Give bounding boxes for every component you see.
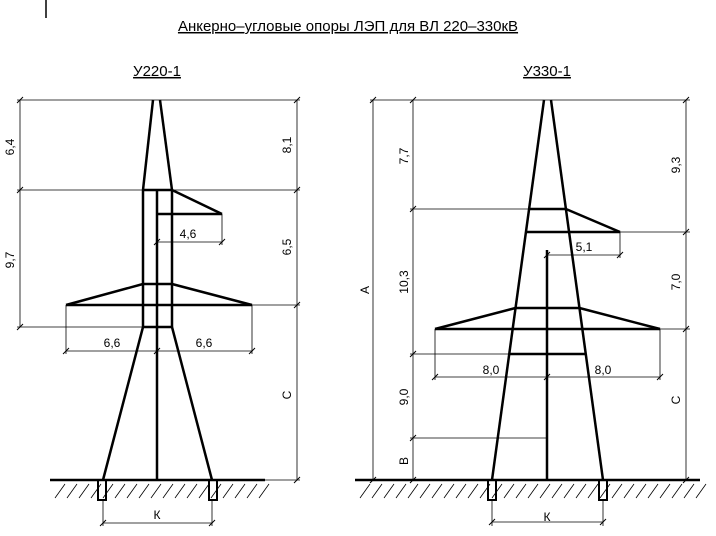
member	[170, 326, 214, 481]
hatch	[455, 483, 467, 499]
hatch	[611, 483, 623, 499]
dim-label: 8,1	[280, 136, 294, 153]
hatch	[551, 483, 563, 499]
member	[579, 306, 661, 331]
hatch	[395, 483, 407, 499]
member	[434, 306, 516, 331]
hatch	[138, 483, 150, 499]
dim-label: 9,3	[669, 156, 683, 173]
hatch	[371, 483, 383, 499]
hatch	[683, 483, 695, 499]
hatch	[234, 483, 246, 499]
hatch	[383, 483, 395, 499]
hatch	[66, 483, 78, 499]
dim-label: C	[669, 395, 683, 404]
dim-label: A	[358, 286, 372, 294]
tower-label: У220-1	[133, 63, 181, 80]
hatch	[515, 483, 527, 499]
hatch	[102, 483, 114, 499]
hatch	[635, 483, 647, 499]
member	[65, 282, 144, 307]
hatch	[222, 483, 234, 499]
dim-label: В	[397, 457, 411, 465]
member	[158, 99, 174, 191]
dim-label: 8,0	[595, 363, 612, 377]
hatch	[659, 483, 671, 499]
dim-label: К	[154, 508, 161, 522]
hatch	[467, 483, 479, 499]
dim-label: 7,0	[669, 273, 683, 290]
hatch	[527, 483, 539, 499]
hatch	[198, 483, 210, 499]
hatch	[503, 483, 515, 499]
dim-label: 6,5	[280, 238, 294, 255]
member	[171, 282, 253, 307]
foundation	[487, 479, 497, 501]
hatch	[671, 483, 683, 499]
hatch	[126, 483, 138, 499]
hatch	[114, 483, 126, 499]
dim-label: 8,0	[483, 363, 500, 377]
foundation	[208, 479, 218, 501]
dim-label: К	[544, 510, 551, 524]
hatch	[431, 483, 443, 499]
hatch	[162, 483, 174, 499]
hatch	[443, 483, 455, 499]
hatch	[54, 483, 66, 499]
dim-label: 4,6	[180, 227, 197, 241]
hatch	[407, 483, 419, 499]
tower-label: У330-1	[523, 63, 571, 80]
dim-label: 5,1	[576, 240, 593, 254]
member	[101, 326, 145, 481]
hatch	[647, 483, 659, 499]
hatch	[623, 483, 635, 499]
hatch	[90, 483, 102, 499]
hatch	[174, 483, 186, 499]
hatch	[599, 483, 611, 499]
dim-label: 6,4	[3, 138, 17, 155]
foundation	[97, 479, 107, 501]
dim-label: 6,6	[196, 336, 213, 350]
hatch	[575, 483, 587, 499]
hatch	[419, 483, 431, 499]
member	[549, 99, 605, 481]
hatch	[695, 483, 707, 499]
hatch	[246, 483, 258, 499]
member	[171, 188, 223, 216]
hatch	[258, 483, 270, 499]
member	[141, 99, 155, 191]
member	[565, 207, 621, 234]
hatch	[359, 483, 371, 499]
dim-label: 6,6	[104, 336, 121, 350]
hatch	[587, 483, 599, 499]
dim-label: C	[280, 390, 294, 399]
hatch	[539, 483, 551, 499]
hatch	[78, 483, 90, 499]
dim-label: 9,0	[397, 388, 411, 405]
dim-label: 7,7	[397, 147, 411, 164]
hatch	[563, 483, 575, 499]
title: Анкерно–угловые опоры ЛЭП для ВЛ 220–330…	[178, 18, 518, 35]
hatch	[150, 483, 162, 499]
hatch	[186, 483, 198, 499]
dim-label: 9,7	[3, 251, 17, 268]
member	[490, 99, 546, 481]
dim-label: 10,3	[397, 270, 411, 294]
